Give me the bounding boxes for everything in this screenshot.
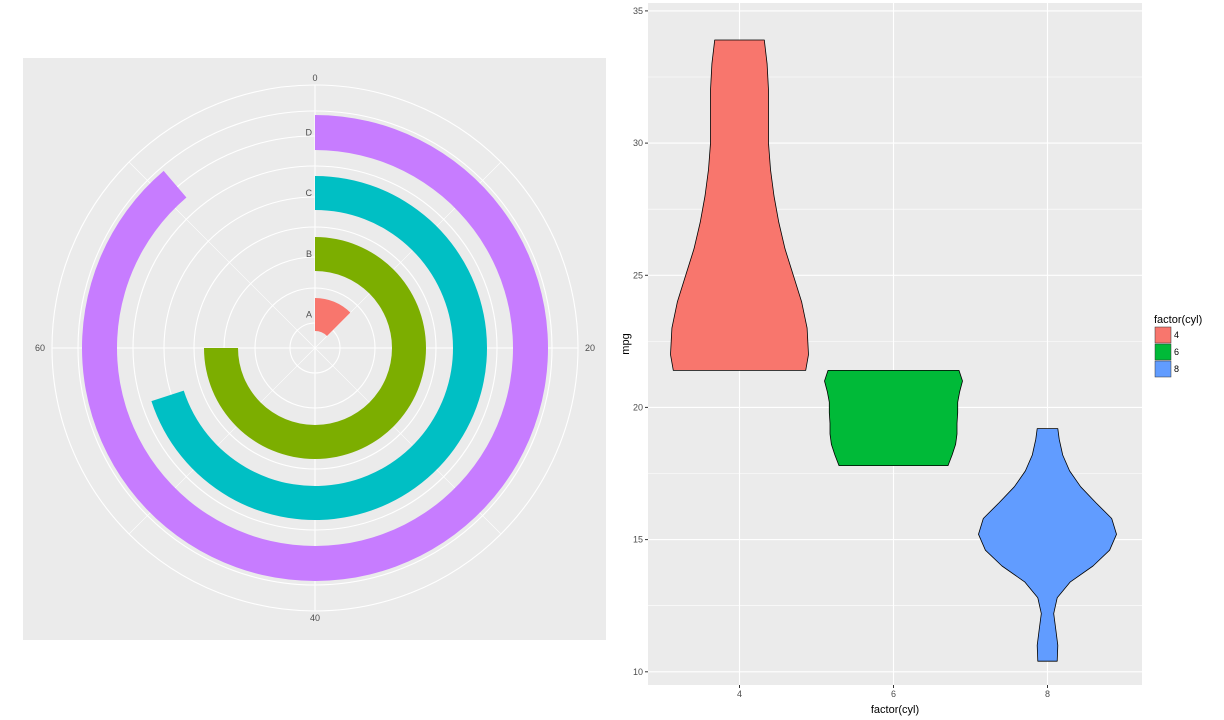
violin-chart: 10 15 20 25 30 35 4 6 8 factor(cyl) mpg factor(cyl)… (620, 3, 1202, 716)
legend-title: factor(cyl) (1154, 314, 1202, 326)
y-tick-label: 20 (633, 402, 643, 412)
polar-theta-tick-label: 60 (35, 343, 45, 353)
polar-bar-chart: A B C D 0 20 40 60 (23, 58, 606, 640)
y-tick-label: 30 (633, 138, 643, 148)
x-tick-label: 4 (737, 689, 742, 699)
y-tick-label: 15 (633, 535, 643, 545)
legend-label: 8 (1174, 364, 1179, 374)
legend-swatch (1154, 343, 1172, 361)
violin-shape (978, 428, 1117, 662)
y-tick-label: 35 (633, 6, 643, 16)
polar-theta-tick-label: 0 (312, 73, 317, 83)
polar-bar (204, 237, 426, 459)
x-tick-label: 8 (1045, 689, 1050, 699)
polar-ring-gridline (132, 165, 498, 531)
x-tick-label: 6 (891, 689, 896, 699)
polar-theta-tick-label: 20 (585, 343, 595, 353)
legend-label: 4 (1174, 330, 1179, 340)
violin-shape (824, 370, 963, 466)
x-axis-title: factor(cyl) (871, 704, 919, 716)
legend-label: 6 (1174, 347, 1179, 357)
polar-ring-gridline (193, 226, 437, 470)
legend-swatch (1154, 360, 1172, 378)
polar-category-label: B (306, 249, 312, 259)
polar-bar (315, 298, 351, 336)
y-tick-label: 25 (633, 270, 643, 280)
y-axis-title: mpg (620, 333, 632, 354)
polar-category-label: A (306, 310, 312, 320)
polar-theta-tick-label: 40 (310, 613, 320, 623)
polar-category-label: C (306, 188, 313, 198)
polar-ring-gridline (254, 287, 376, 409)
legend-swatch (1154, 326, 1172, 344)
polar-category-label: D (306, 128, 313, 138)
polar-ring-gridline (77, 110, 553, 586)
y-tick-label: 10 (633, 667, 643, 677)
violin-shape (670, 39, 809, 371)
polar-ring-gridline (51, 84, 579, 612)
